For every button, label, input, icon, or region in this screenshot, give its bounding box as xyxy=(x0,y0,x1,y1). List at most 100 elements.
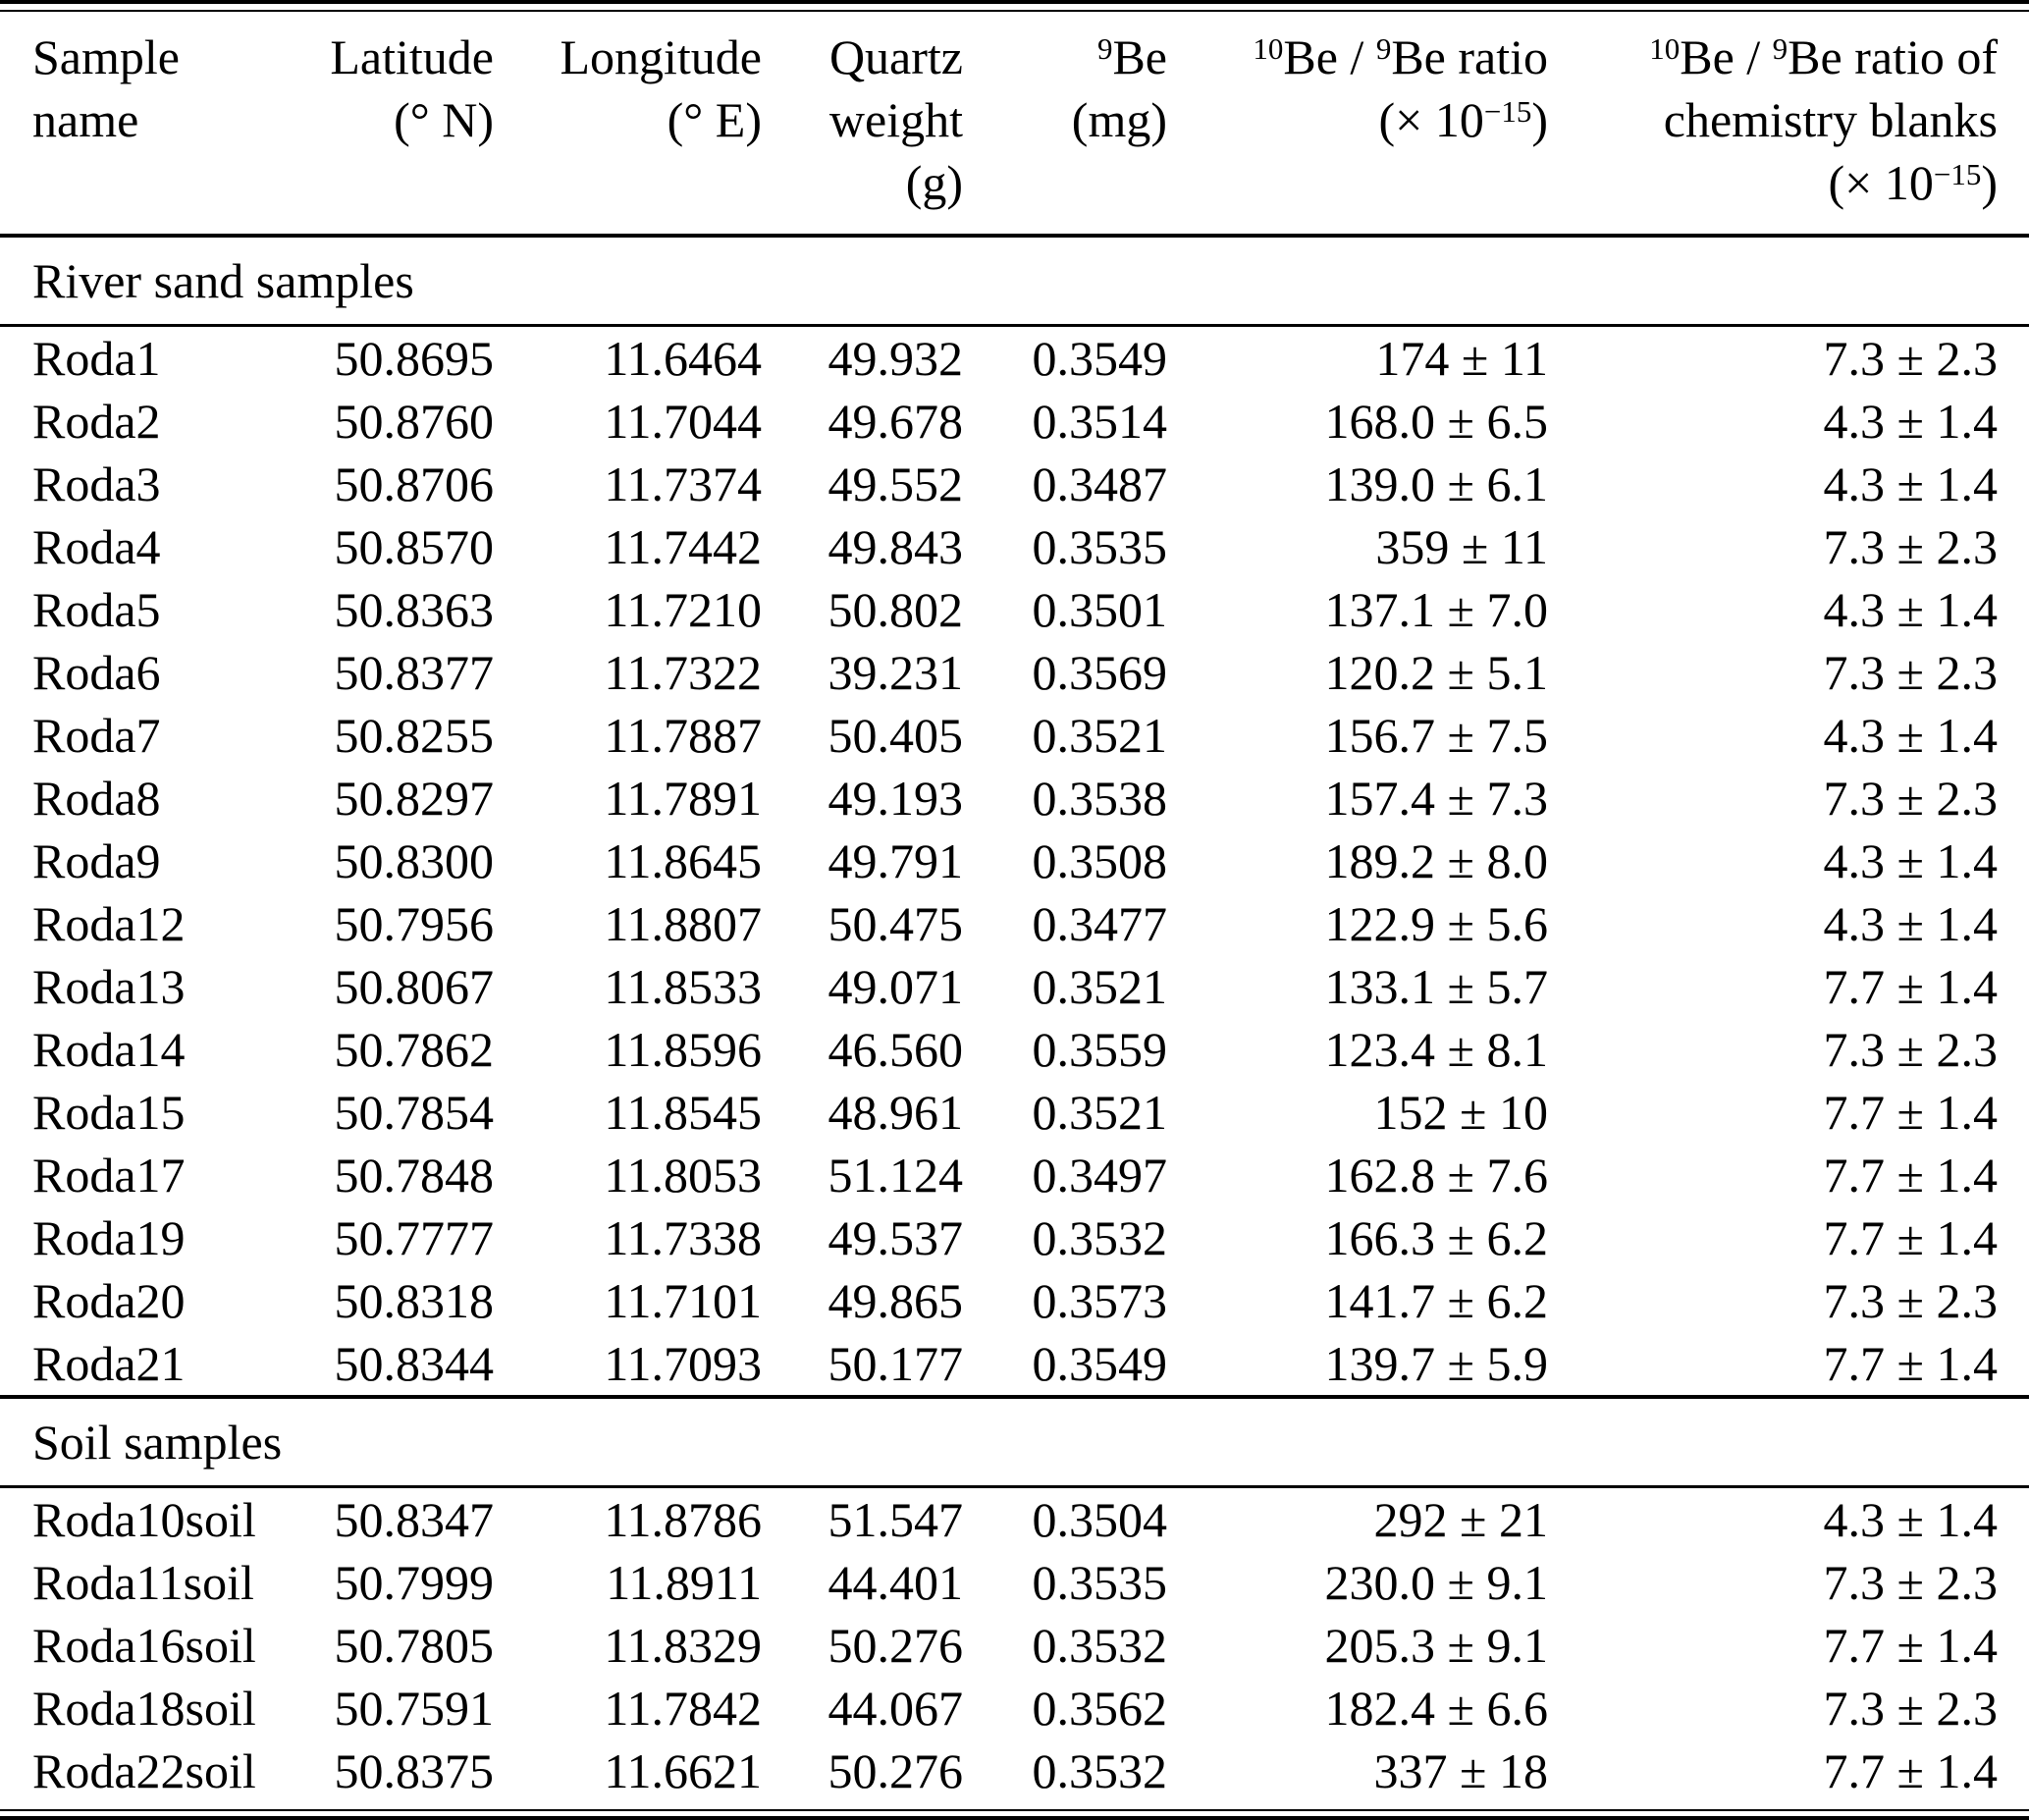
table-row-Roda8: Roda8 50.8297 11.7891 49.193 0.3538 157.4 ± 7… xyxy=(0,767,2029,830)
section-title: Soil samples xyxy=(0,1395,2029,1488)
cell-be10-be9-ratio: 156.7 ± 7.5 xyxy=(1324,708,1548,763)
table-row-Roda7: Roda7 50.8255 11.7887 50.405 0.3521 156.7 ± 7… xyxy=(0,704,2029,767)
cell-be10-be9-ratio: 168.0 ± 6.5 xyxy=(1324,394,1548,449)
section-title-row: River sand samples xyxy=(0,236,2029,327)
cell-quartz-weight: 49.865 xyxy=(828,1273,964,1328)
table-row-Roda22soil: Roda22soil 50.8375 11.6621 50.276 0.3532 337 … xyxy=(0,1740,2029,1802)
table-row-Roda16soil: Roda16soil 50.7805 11.8329 50.276 0.3532 205.… xyxy=(0,1614,2029,1677)
cell-be10-be9-ratio: 337 ± 18 xyxy=(1373,1743,1548,1798)
table-row-Roda15: Roda15 50.7854 11.8545 48.961 0.3521 152 ± 10… xyxy=(0,1081,2029,1144)
cell-longitude: 11.8533 xyxy=(604,959,762,1014)
cell-be10-be9-ratio-blanks: 7.3 ± 2.3 xyxy=(1823,1681,1998,1736)
column-header-line: (× 10−15) xyxy=(1378,92,1549,147)
cell-sample-name: Roda22soil xyxy=(32,1743,256,1798)
cell-quartz-weight: 46.560 xyxy=(828,1022,964,1077)
cell-sample-name: Roda2 xyxy=(32,394,161,449)
cell-longitude: 11.8053 xyxy=(604,1148,762,1203)
cell-longitude: 11.8645 xyxy=(604,833,762,888)
cell-latitude: 50.7956 xyxy=(334,896,495,951)
cell-be10-be9-ratio: 139.7 ± 5.9 xyxy=(1324,1336,1548,1391)
cell-be10-be9-ratio: 162.8 ± 7.6 xyxy=(1324,1148,1548,1203)
cell-sample-name: Roda19 xyxy=(32,1210,186,1265)
cell-be10-be9-ratio-blanks: 7.3 ± 2.3 xyxy=(1823,331,1998,386)
table-row-Roda1: Roda1 50.8695 11.6464 49.932 0.3549 174 ± 11 7… xyxy=(0,326,2029,391)
cell-latitude: 50.7999 xyxy=(334,1555,495,1610)
bottom-rule-thin xyxy=(0,1809,2029,1811)
cell-sample-name: Roda17 xyxy=(32,1148,186,1203)
column-header-line: 10Be / 9Be ratio xyxy=(1253,29,1548,84)
cell-latitude: 50.8318 xyxy=(334,1273,495,1328)
cell-be10-be9-ratio: 152 ± 10 xyxy=(1373,1085,1548,1140)
cell-latitude: 50.8570 xyxy=(334,519,495,574)
column-header-line: Longitude xyxy=(560,29,762,84)
cell-quartz-weight: 50.475 xyxy=(828,896,964,951)
column-header-be9: 9Be (mg) xyxy=(964,12,1168,238)
cell-longitude: 11.7887 xyxy=(604,708,762,763)
cell-be10-be9-ratio: 139.0 ± 6.1 xyxy=(1324,456,1548,511)
cell-quartz-weight: 49.552 xyxy=(828,456,964,511)
cell-be10-be9-ratio-blanks: 7.7 ± 1.4 xyxy=(1823,1618,1998,1673)
cell-be9: 0.3532 xyxy=(1032,1210,1168,1265)
cell-quartz-weight: 49.193 xyxy=(828,771,964,826)
cell-quartz-weight: 44.401 xyxy=(828,1555,964,1610)
cell-longitude: 11.8911 xyxy=(606,1555,762,1610)
cell-be10-be9-ratio-blanks: 7.7 ± 1.4 xyxy=(1823,1210,1998,1265)
cell-be10-be9-ratio-blanks: 7.7 ± 1.4 xyxy=(1823,1085,1998,1140)
cell-sample-name: Roda6 xyxy=(32,645,161,700)
cell-latitude: 50.8363 xyxy=(334,582,495,637)
cell-latitude: 50.7848 xyxy=(334,1148,495,1203)
cell-be10-be9-ratio: 141.7 ± 6.2 xyxy=(1324,1273,1548,1328)
cell-be10-be9-ratio: 230.0 ± 9.1 xyxy=(1324,1555,1548,1610)
cell-sample-name: Roda10soil xyxy=(32,1492,256,1547)
cell-longitude: 11.8329 xyxy=(604,1618,762,1673)
header-row: Sample name Latitude (° N) Longitude (° E) Qua… xyxy=(0,12,2029,238)
cell-be10-be9-ratio: 174 ± 11 xyxy=(1375,331,1548,386)
cell-be10-be9-ratio: 157.4 ± 7.3 xyxy=(1324,771,1548,826)
cell-be10-be9-ratio: 359 ± 11 xyxy=(1375,519,1548,574)
cell-sample-name: Roda15 xyxy=(32,1085,186,1140)
cell-latitude: 50.8377 xyxy=(334,645,495,700)
cell-sample-name: Roda11soil xyxy=(32,1555,254,1610)
cell-be10-be9-ratio-blanks: 7.3 ± 2.3 xyxy=(1823,1022,1998,1077)
cell-be9: 0.3532 xyxy=(1032,1743,1168,1798)
cell-sample-name: Roda21 xyxy=(32,1336,186,1391)
column-header-line: 10Be / 9Be ratio of xyxy=(1649,29,1998,84)
cell-latitude: 50.8300 xyxy=(334,833,495,888)
table-row-Roda13: Roda13 50.8067 11.8533 49.071 0.3521 133.1 ± … xyxy=(0,955,2029,1018)
table-row-Roda10soil: Roda10soil 50.8347 11.8786 51.547 0.3504 292 … xyxy=(0,1487,2029,1552)
column-header-longitude: Longitude (° E) xyxy=(495,12,763,238)
column-header-be10-be9-ratio-blanks: 10Be / 9Be ratio of chemistry blanks (× 10… xyxy=(1549,12,2029,238)
cell-be9: 0.3501 xyxy=(1032,582,1168,637)
cell-be10-be9-ratio: 189.2 ± 8.0 xyxy=(1324,833,1548,888)
cell-latitude: 50.8695 xyxy=(334,331,495,386)
cell-be10-be9-ratio-blanks: 7.3 ± 2.3 xyxy=(1823,1555,1998,1610)
cell-longitude: 11.7044 xyxy=(604,394,762,449)
column-header-latitude: Latitude (° N) xyxy=(285,12,495,238)
cell-longitude: 11.6464 xyxy=(604,331,762,386)
cell-latitude: 50.8344 xyxy=(334,1336,495,1391)
cell-be9: 0.3573 xyxy=(1032,1273,1168,1328)
cell-longitude: 11.6621 xyxy=(604,1743,762,1798)
cell-quartz-weight: 49.071 xyxy=(828,959,964,1014)
cell-be10-be9-ratio: 122.9 ± 5.6 xyxy=(1324,896,1548,951)
top-rule-thick xyxy=(0,0,2029,4)
cell-be9: 0.3549 xyxy=(1032,331,1168,386)
cell-be9: 0.3508 xyxy=(1032,833,1168,888)
cell-be10-be9-ratio: 133.1 ± 5.7 xyxy=(1324,959,1548,1014)
section-title: River sand samples xyxy=(0,236,2029,327)
cell-be9: 0.3559 xyxy=(1032,1022,1168,1077)
cell-latitude: 50.7777 xyxy=(334,1210,495,1265)
cell-longitude: 11.7374 xyxy=(604,456,762,511)
cell-sample-name: Roda16soil xyxy=(32,1618,256,1673)
cell-longitude: 11.7322 xyxy=(604,645,762,700)
cell-be9: 0.3535 xyxy=(1032,519,1168,574)
cell-be10-be9-ratio: 166.3 ± 6.2 xyxy=(1324,1210,1548,1265)
table-row-Roda2: Roda2 50.8760 11.7044 49.678 0.3514 168.0 ± 6… xyxy=(0,390,2029,453)
table-row-Roda11soil: Roda11soil 50.7999 11.8911 44.401 0.3535 230.… xyxy=(0,1551,2029,1614)
cell-longitude: 11.8786 xyxy=(604,1492,762,1547)
cell-quartz-weight: 39.231 xyxy=(828,645,964,700)
cell-quartz-weight: 49.843 xyxy=(828,519,964,574)
cell-longitude: 11.7891 xyxy=(604,771,762,826)
table-row-Roda21: Roda21 50.8344 11.7093 50.177 0.3549 139.7 ± … xyxy=(0,1332,2029,1397)
column-header-quartz-weight: Quartz weight (g) xyxy=(763,12,964,238)
